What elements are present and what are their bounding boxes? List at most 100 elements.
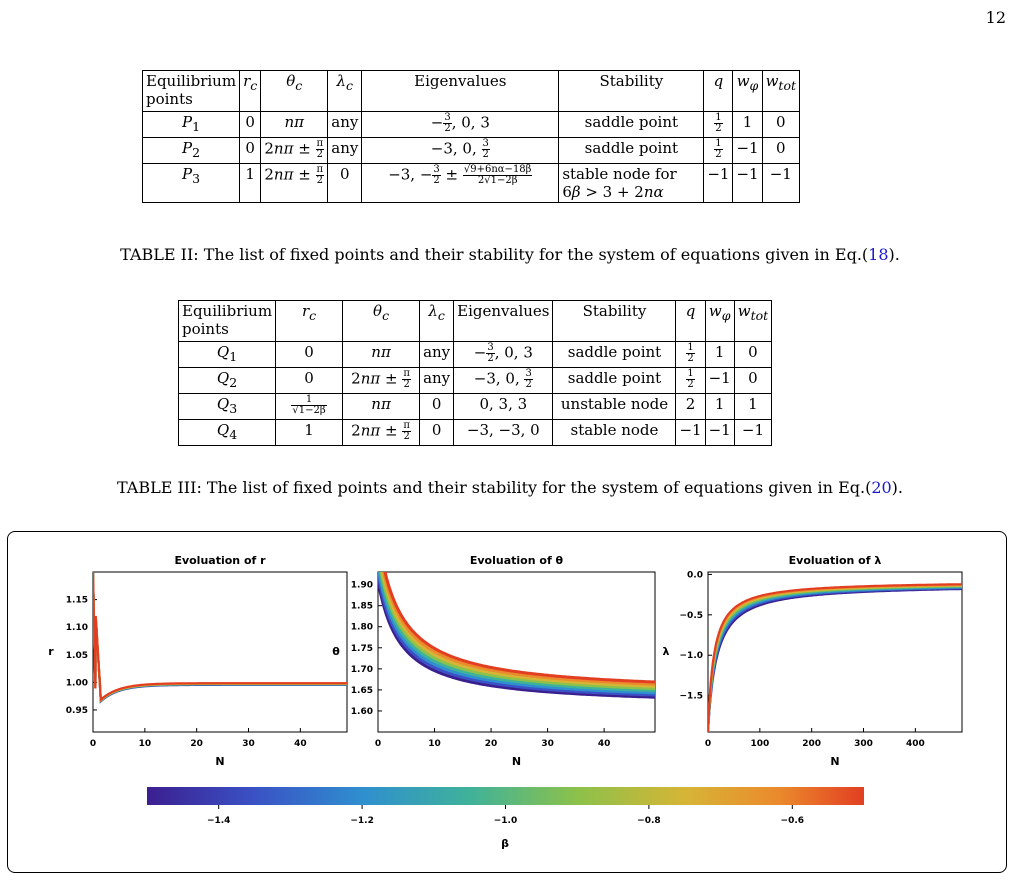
cell-point: Q1 bbox=[177, 341, 277, 368]
x-axis-label: N bbox=[830, 755, 839, 768]
x-axis-label: N bbox=[215, 755, 224, 768]
cell-q: 2 bbox=[675, 393, 706, 420]
y-tick-label: 1.80 bbox=[351, 623, 373, 633]
cell-rc: 0 bbox=[275, 341, 344, 368]
header-lambda: λc bbox=[327, 70, 363, 112]
figure-svg: Evoluation of r Nr 0 10 20 30 40 0.95 1.00 1.05 1.… bbox=[48, 554, 963, 850]
series-line-beta-4 bbox=[379, 572, 655, 690]
x-tick-label: 0 bbox=[375, 739, 381, 749]
table-header-row: Equilibrium points rc θc λc Eigenvalues S… bbox=[141, 70, 801, 112]
x-tick-label: 40 bbox=[294, 739, 307, 749]
x-tick-label: 100 bbox=[750, 739, 769, 749]
table-header-row: Equilibrium points rc θc λc Eigenvalues S… bbox=[177, 300, 773, 342]
y-tick-label: 1.00 bbox=[66, 678, 88, 688]
y-tick-label: −0.5 bbox=[680, 611, 703, 621]
cell-eigen: −3 2, 0, 3 bbox=[361, 111, 560, 138]
y-tick-label: 1.65 bbox=[351, 686, 373, 696]
x-tick-label: 20 bbox=[190, 739, 203, 749]
colorbar-label: β bbox=[501, 837, 509, 850]
y-tick-label: 1.85 bbox=[351, 602, 373, 612]
x-tick-label: 0 bbox=[90, 739, 96, 749]
cell-stability: saddle point bbox=[552, 367, 677, 394]
series-line-beta-1 bbox=[378, 573, 655, 697]
table-iii: Equilibrium points rc θc λc Eigenvalues S… bbox=[177, 300, 773, 446]
header-wtot: wtot bbox=[761, 70, 801, 112]
header-rc: rc bbox=[275, 300, 344, 342]
header-wphi: wφ bbox=[732, 70, 763, 112]
header-lambda: λc bbox=[419, 300, 455, 342]
header-eigen: Eigenvalues bbox=[361, 70, 560, 112]
cell-lambda: 0 bbox=[327, 163, 363, 203]
cell-wphi: −1 bbox=[704, 419, 735, 446]
table-iii-caption: TABLE III: The list of fixed points and … bbox=[116, 478, 903, 497]
header-equilibrium: Equilibrium points bbox=[177, 300, 277, 342]
header-rc: rc bbox=[239, 70, 262, 112]
cell-stability: saddle point bbox=[552, 341, 677, 368]
cell-point: P1 bbox=[141, 111, 241, 138]
cell-eigen: −3, −3, 0 bbox=[453, 419, 554, 446]
colorbar-tick-label: −1.2 bbox=[350, 816, 373, 826]
x-tick-label: 30 bbox=[541, 739, 554, 749]
y-tick-label: −1.0 bbox=[680, 651, 703, 661]
colorbar-tick-label: −0.6 bbox=[781, 816, 804, 826]
header-equilibrium: Equilibrium points bbox=[141, 70, 241, 112]
series-line-beta-0 bbox=[378, 580, 655, 699]
y-tick-label: 0.95 bbox=[66, 706, 88, 716]
cell-q: −1 bbox=[675, 419, 706, 446]
header-wphi: wφ bbox=[704, 300, 735, 342]
cell-wtot: 0 bbox=[733, 341, 773, 368]
x-tick-label: 10 bbox=[428, 739, 441, 749]
cell-wphi: 1 bbox=[732, 111, 763, 138]
cell-wtot: 0 bbox=[761, 111, 801, 138]
cell-point: Q4 bbox=[177, 419, 277, 446]
header-theta: θc bbox=[260, 70, 329, 112]
cell-rc: 0 bbox=[239, 137, 262, 164]
cell-eigen: 0, 3, 3 bbox=[453, 393, 554, 420]
cell-wtot: −1 bbox=[761, 163, 801, 203]
cell-eigen: −3 2, 0, 3 bbox=[453, 341, 554, 368]
cell-lambda: any bbox=[419, 341, 455, 368]
series-line-beta-2 bbox=[378, 572, 655, 695]
table-ii-caption: TABLE II: The list of fixed points and t… bbox=[120, 245, 900, 264]
y-tick-label: −1.5 bbox=[680, 692, 703, 702]
series-line-beta-7 bbox=[708, 583, 962, 732]
y-axis-label: λ bbox=[663, 645, 670, 658]
colorbar-tick-label: −0.8 bbox=[637, 816, 660, 826]
x-tick-label: 200 bbox=[802, 739, 821, 749]
cell-rc: 1 √1−2β bbox=[275, 393, 344, 420]
header-q: q bbox=[675, 300, 706, 342]
cell-lambda: 0 bbox=[419, 419, 455, 446]
plot-frame bbox=[92, 571, 348, 733]
chart-panel-3: Evoluation of λ Nλ 0 100 200 300 400 0.0 −0.5 −1.… bbox=[663, 554, 963, 768]
cell-lambda: any bbox=[327, 111, 363, 138]
cell-point: Q2 bbox=[177, 367, 277, 394]
cell-theta: nπ bbox=[260, 111, 329, 138]
plot-frame bbox=[707, 571, 963, 733]
cell-stability: saddle point bbox=[558, 111, 705, 138]
y-tick-label: 1.90 bbox=[351, 581, 373, 591]
cell-wtot: 0 bbox=[733, 367, 773, 394]
header-wtot: wtot bbox=[733, 300, 773, 342]
cell-q: −1 bbox=[703, 163, 734, 203]
colorbar-tick-label: −1.0 bbox=[494, 816, 517, 826]
x-tick-label: 400 bbox=[906, 739, 925, 749]
cell-wphi: −1 bbox=[732, 137, 763, 164]
cell-point: Q3 bbox=[177, 393, 277, 420]
x-tick-label: 30 bbox=[242, 739, 255, 749]
chart-title: Evoluation of r bbox=[174, 554, 266, 567]
header-q: q bbox=[703, 70, 734, 112]
